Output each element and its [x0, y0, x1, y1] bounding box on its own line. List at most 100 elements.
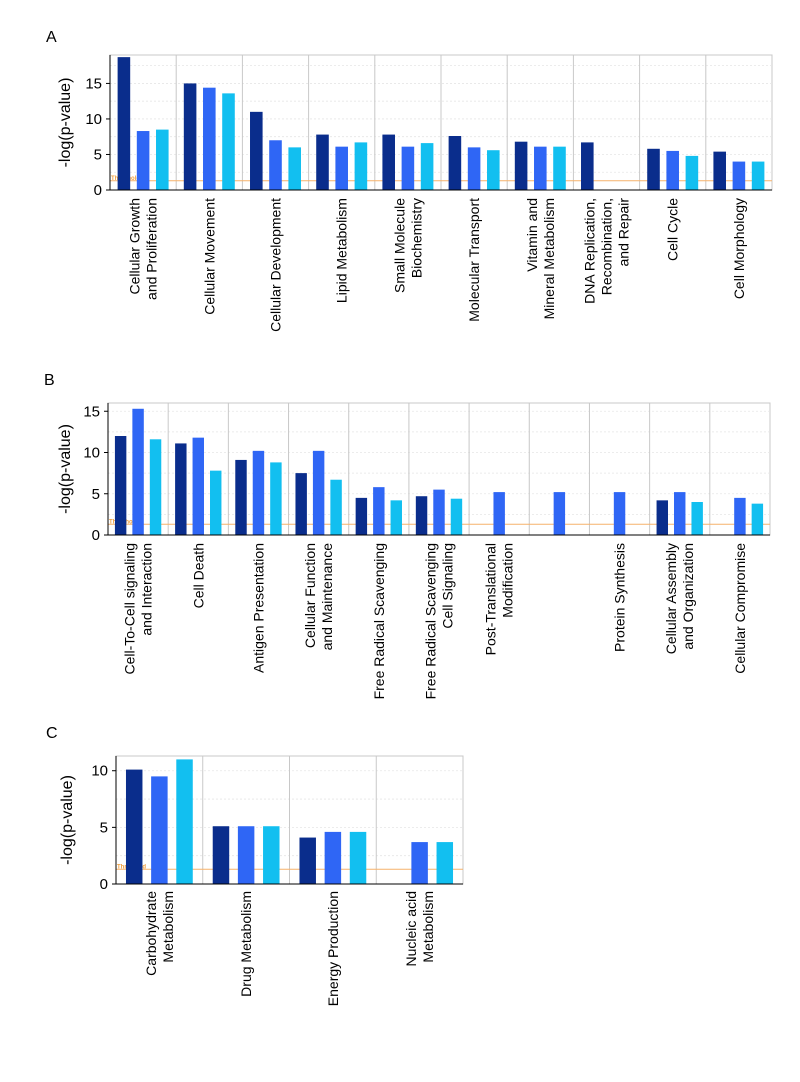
- bar: [467, 147, 481, 190]
- bar: [117, 57, 131, 191]
- bar: [751, 503, 764, 535]
- y-tick-label: 0: [100, 876, 108, 893]
- bar: [250, 111, 263, 190]
- y-axis-title: -log(p-value): [57, 78, 74, 168]
- bar: [176, 759, 193, 884]
- y-axis-title: -log(p-value): [59, 775, 76, 865]
- bar: [713, 151, 726, 190]
- bar: [183, 83, 197, 190]
- bar: [751, 161, 765, 190]
- category-label: Cell-To-Cell signaling: [122, 543, 138, 675]
- bar: [674, 492, 686, 535]
- bar: [581, 142, 594, 190]
- bar: [288, 147, 301, 190]
- category-label: and Organization: [680, 543, 696, 650]
- category-label: and Repair: [616, 198, 632, 267]
- y-tick-label: 0: [94, 182, 102, 199]
- bar: [149, 439, 162, 535]
- category-label: Energy Production: [325, 891, 341, 1006]
- bar: [237, 826, 255, 884]
- y-tick-label: 0: [92, 527, 100, 544]
- category-label: Cellular Movement: [201, 198, 217, 315]
- bar: [613, 492, 626, 535]
- bar: [235, 459, 247, 535]
- category-label: Drug Metabolism: [238, 891, 254, 997]
- bar: [136, 131, 150, 190]
- bar: [450, 498, 463, 535]
- category-label: Nucleic acid: [403, 891, 419, 966]
- category-label: Antigen Presentation: [250, 543, 266, 673]
- category-label: Protein Synthesis: [612, 543, 628, 652]
- y-tick-label: 10: [83, 445, 100, 462]
- category-label: Metabolism: [160, 891, 176, 963]
- category-label: Cell Death: [190, 543, 206, 608]
- y-tick-label: 15: [83, 403, 100, 420]
- bar: [299, 837, 316, 884]
- bar: [355, 497, 368, 535]
- y-tick-label: 5: [92, 486, 100, 503]
- category-label: and Proliferation: [144, 198, 160, 300]
- bar: [448, 136, 462, 190]
- bar: [656, 500, 668, 535]
- bar: [390, 500, 402, 535]
- bar: [349, 831, 367, 884]
- bar: [493, 492, 505, 535]
- bar: [114, 436, 127, 535]
- bar: [401, 146, 415, 190]
- bar: [324, 831, 342, 884]
- bar: [436, 842, 454, 884]
- bar: [263, 826, 280, 884]
- bar: [514, 141, 528, 190]
- bar: [212, 826, 230, 884]
- category-label: DNA Replication,: [582, 198, 598, 304]
- bar: [192, 437, 204, 535]
- bar: [685, 155, 699, 190]
- category-label: Modification: [500, 543, 516, 618]
- y-tick-label: 10: [85, 111, 102, 128]
- bar: [354, 142, 368, 190]
- bar: [132, 408, 144, 535]
- category-label: Cellular Compromise: [732, 543, 748, 674]
- bar: [734, 497, 746, 535]
- bar: [420, 143, 434, 190]
- category-label: Molecular Transport: [466, 198, 482, 322]
- bar: [373, 487, 385, 535]
- category-label: Carbohydrate: [143, 891, 159, 976]
- bar: [151, 776, 168, 884]
- panel-letter-b: B: [44, 372, 55, 389]
- bar: [732, 161, 746, 190]
- bar: [222, 93, 235, 190]
- y-tick-label: 10: [91, 763, 108, 780]
- category-label: Post-Translational: [483, 543, 499, 655]
- bar: [553, 146, 566, 190]
- bar: [415, 496, 428, 535]
- category-label: Cellular Growth: [127, 198, 143, 294]
- bar: [269, 140, 282, 190]
- category-label: Cellular Development: [268, 198, 284, 332]
- panel-b: B Threshold051015-log(p-value)Cell-To-Ce…: [44, 372, 771, 699]
- bar: [203, 87, 216, 190]
- bar: [382, 134, 395, 190]
- category-label: Cell Morphology: [731, 198, 747, 299]
- category-label: Cell Cycle: [665, 198, 681, 261]
- category-label: Cell Signaling: [440, 543, 456, 629]
- bar: [295, 473, 307, 535]
- bar: [553, 492, 566, 535]
- panel-a: A Threshold051015-log(p-value)Cellular G…: [46, 29, 773, 332]
- category-label: and Maintenance: [319, 543, 335, 651]
- bar: [411, 842, 428, 884]
- bar: [330, 479, 342, 535]
- bar: [316, 134, 329, 190]
- y-axis-title: -log(p-value): [57, 424, 74, 514]
- y-tick-label: 5: [94, 146, 102, 163]
- category-label: Small Molecule: [391, 198, 407, 293]
- panel-c: C Threshold0510-log(p-value)Carbohydrate…: [46, 725, 464, 1006]
- y-tick-label: 5: [100, 819, 108, 836]
- category-label: Cellular Assembly: [663, 543, 679, 654]
- bar: [534, 146, 547, 190]
- panel-letter-c: C: [46, 725, 58, 742]
- bar: [270, 462, 282, 535]
- category-label: Biochemistry: [408, 198, 424, 278]
- bar: [433, 489, 445, 535]
